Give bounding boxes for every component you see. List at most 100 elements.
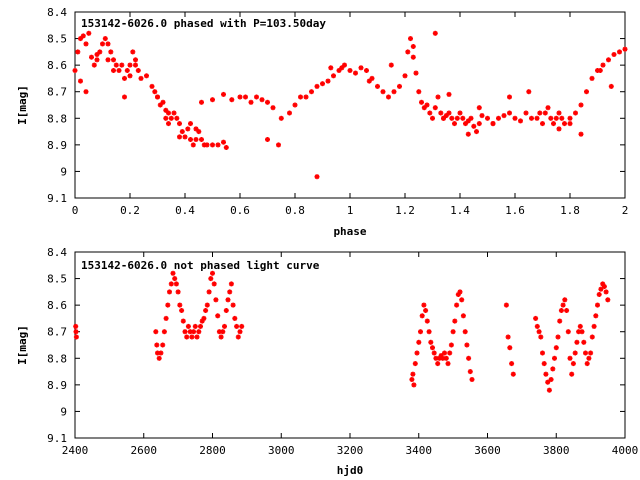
bottom-data-point — [505, 334, 511, 340]
top-data-point — [485, 115, 490, 121]
top-data-point — [410, 54, 416, 60]
top-data-point — [287, 110, 292, 116]
top-data-point — [410, 44, 416, 49]
bottom-data-point — [541, 361, 547, 367]
top-data-point — [454, 115, 460, 121]
bottom-data-point — [158, 350, 164, 356]
top-data-point — [135, 68, 141, 73]
bottom-data-point — [191, 329, 197, 335]
top-data-points — [72, 30, 628, 180]
top-data-point — [391, 89, 397, 95]
top-data-point — [122, 75, 127, 81]
top-y-axis-label: I[mag] — [16, 85, 29, 125]
top-chart-title: 153142-6026.0 phased with P=103.50day — [81, 17, 326, 30]
bottom-x-axis-label: hjd0 — [337, 464, 364, 477]
top-data-point — [111, 57, 116, 63]
bottom-data-point — [230, 302, 236, 308]
top-data-point — [149, 83, 155, 89]
bottom-data-point — [426, 329, 432, 335]
top-data-point — [548, 115, 554, 121]
bottom-data-point — [161, 329, 167, 335]
top-data-point — [163, 107, 169, 113]
top-data-point — [144, 73, 149, 79]
bottom-data-point — [163, 315, 169, 321]
top-data-point — [190, 142, 196, 148]
top-data-point — [223, 145, 229, 150]
top-data-point — [105, 41, 111, 47]
bottom-data-point — [454, 302, 460, 308]
bottom-y-tick-label: 8.7 — [47, 326, 67, 339]
bottom-data-point — [564, 308, 570, 313]
top-data-point — [328, 65, 334, 71]
top-data-point — [449, 115, 455, 121]
top-data-point — [441, 115, 446, 121]
top-x-tick-label: 0.8 — [285, 204, 305, 217]
phased-light-curve-chart: 153142-6026.0 phased with P=103.50day ph… — [16, 6, 628, 238]
bottom-data-point — [540, 350, 545, 356]
bottom-data-point — [185, 323, 191, 329]
top-data-point — [471, 123, 477, 129]
bottom-data-point — [73, 329, 79, 335]
top-data-point — [589, 75, 595, 81]
top-data-point — [523, 110, 529, 116]
top-data-point — [276, 142, 281, 148]
bottom-y-tick-label: 8.6 — [47, 299, 67, 312]
top-data-point — [388, 62, 394, 68]
bottom-data-point — [466, 355, 472, 361]
top-data-point — [160, 99, 166, 105]
bottom-x-tick-label: 4000 — [612, 444, 639, 457]
bottom-data-point — [593, 313, 599, 319]
top-data-point — [89, 54, 94, 60]
bottom-y-axis-label: I[mag] — [16, 325, 29, 365]
bottom-data-point — [557, 318, 563, 324]
bottom-data-point — [570, 361, 576, 367]
bottom-data-points — [73, 270, 611, 393]
top-data-point — [501, 113, 507, 119]
top-y-tick-label: 8.4 — [47, 6, 67, 19]
top-data-point — [457, 110, 463, 116]
top-data-point — [559, 115, 565, 121]
bottom-data-point — [232, 315, 238, 321]
bottom-data-point — [586, 355, 592, 361]
top-data-point — [127, 73, 133, 79]
top-data-point — [199, 99, 204, 105]
top-data-point — [108, 49, 114, 55]
bottom-data-point — [447, 350, 453, 356]
bottom-y-tick-label: 8.8 — [47, 352, 67, 365]
bottom-data-point — [457, 289, 463, 295]
top-data-point — [119, 62, 125, 68]
top-data-point — [105, 57, 111, 63]
top-x-tick-label: 2 — [622, 204, 629, 217]
top-data-point — [342, 62, 347, 68]
bottom-data-point — [228, 281, 234, 287]
top-x-tick-label: 0.2 — [120, 204, 140, 217]
top-data-point — [537, 110, 543, 116]
top-data-point — [430, 115, 435, 121]
top-data-point — [608, 83, 614, 89]
bottom-x-tick-label: 3800 — [543, 444, 570, 457]
bottom-data-point — [154, 342, 160, 348]
bottom-y-tick-label: 9 — [60, 405, 67, 418]
top-y-tick-label: 8.7 — [47, 86, 67, 99]
top-data-point — [507, 110, 512, 116]
bottom-data-point — [211, 281, 217, 287]
top-data-point — [416, 89, 422, 95]
bottom-data-point — [536, 329, 542, 335]
bottom-data-point — [192, 323, 198, 329]
top-data-point — [193, 126, 199, 132]
top-data-point — [210, 142, 215, 148]
top-data-point — [229, 97, 235, 103]
bottom-data-point — [73, 323, 79, 329]
top-data-point — [171, 110, 177, 116]
bottom-data-point — [421, 302, 427, 308]
top-data-point — [94, 57, 100, 63]
top-data-point — [155, 94, 160, 100]
top-data-point — [353, 70, 358, 76]
bottom-data-point — [177, 302, 183, 308]
bottom-data-point — [153, 329, 159, 335]
bottom-data-point — [572, 350, 578, 356]
bottom-data-point — [428, 339, 434, 345]
bottom-data-point — [509, 361, 515, 367]
top-data-point — [204, 142, 210, 148]
top-y-tick-label: 9 — [60, 165, 67, 178]
